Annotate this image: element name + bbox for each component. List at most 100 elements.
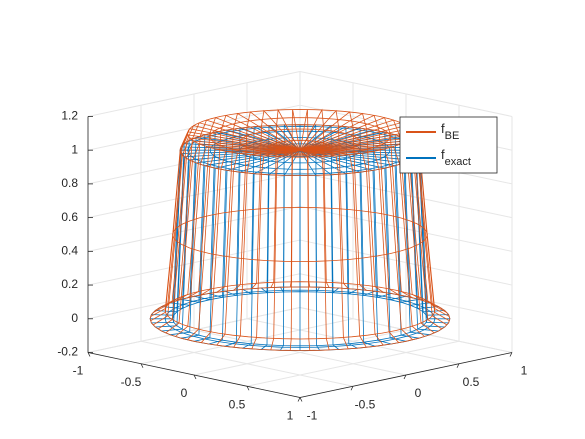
y-tick	[297, 397, 301, 402]
grid-line	[87, 104, 301, 151]
mesh-spoke	[280, 149, 301, 351]
mesh-spoke	[216, 149, 301, 346]
mesh-spoke	[299, 149, 400, 343]
mesh-spoke	[299, 149, 340, 350]
y-tick	[456, 363, 460, 368]
mesh-ring	[209, 117, 391, 157]
mesh-spoke	[299, 112, 384, 293]
x-tick-label: -0.5	[121, 375, 142, 389]
mesh-spoke	[165, 122, 301, 306]
mesh-spoke	[270, 149, 301, 351]
grid-line	[299, 307, 513, 353]
mesh-spoke	[299, 149, 330, 351]
mesh-spoke	[299, 148, 413, 341]
mesh-spoke	[165, 143, 301, 334]
mesh-spoke	[152, 128, 301, 313]
grid-line	[299, 70, 513, 117]
mesh-spoke	[187, 117, 301, 299]
y-tick	[403, 374, 407, 380]
z-tick-label: 0.6	[61, 210, 78, 224]
x-tick	[299, 397, 303, 402]
mesh-spoke	[299, 149, 320, 351]
mesh-spoke	[175, 146, 301, 337]
legend-subscript: exact	[445, 156, 471, 168]
mesh-ring	[172, 206, 428, 262]
y-tick-label: 0.5	[463, 375, 480, 389]
mesh-spoke	[299, 149, 358, 349]
mesh-spoke	[152, 137, 301, 326]
mesh-ring	[239, 128, 361, 155]
mesh-spoke	[299, 146, 425, 337]
legend-name: f	[441, 121, 445, 136]
grid-line	[246, 318, 460, 365]
mesh-spoke	[299, 149, 376, 347]
legend-box	[399, 116, 498, 174]
x-tick	[246, 386, 250, 391]
z-tick-label: 1.2	[61, 109, 78, 123]
mesh-spoke	[299, 149, 384, 346]
mesh-spoke	[200, 149, 301, 343]
mesh-spoke	[299, 119, 425, 302]
mesh-spoke	[299, 111, 367, 291]
mesh-spoke	[299, 109, 349, 289]
mesh-spoke	[299, 149, 349, 350]
legend-label: fexact	[441, 147, 471, 167]
mesh-spoke	[251, 109, 301, 289]
y-tick	[509, 352, 513, 357]
mesh-spoke	[157, 125, 301, 309]
z-tick-label: 0	[71, 311, 78, 325]
mesh-spoke	[224, 127, 301, 296]
mesh-spoke	[216, 112, 301, 293]
grid-line	[193, 329, 407, 376]
mesh-spoke	[260, 124, 301, 294]
mesh-spoke	[233, 149, 301, 348]
mesh-spoke	[299, 124, 340, 294]
mesh-spoke	[233, 111, 301, 291]
mesh-spoke	[260, 149, 301, 350]
mesh-spoke	[224, 149, 301, 347]
x-tick-label: -1	[73, 364, 84, 378]
x-tick	[87, 352, 91, 357]
mesh-spoke	[200, 114, 301, 296]
y-tick-label: 1	[521, 364, 528, 378]
z-tick-label: 1	[71, 142, 78, 156]
mesh-spoke	[242, 149, 301, 349]
mesh-ring	[149, 286, 451, 352]
grid-line	[87, 239, 301, 286]
mesh-spoke	[251, 149, 301, 350]
x-tick	[193, 374, 197, 380]
y-tick-label: -0.5	[355, 397, 376, 411]
legend-subscript: BE	[445, 130, 460, 142]
series	[149, 108, 451, 352]
y-tick-label: -1	[307, 409, 318, 423]
mesh-spoke	[150, 134, 301, 322]
mesh-spoke	[299, 117, 413, 299]
y-tick	[350, 386, 354, 391]
mesh-spoke	[175, 119, 301, 302]
grid-line	[87, 70, 301, 117]
mesh-spoke	[270, 108, 301, 288]
mesh-spoke	[299, 114, 400, 296]
grid-line	[140, 340, 354, 387]
mesh-spoke	[187, 148, 301, 341]
y-tick-label: 0	[415, 386, 422, 400]
axes: -1 -0.5 0 0.5 1 -1 -0.5 0 0.5 1 -0.2 0 0.2 0.4 0.6 0.8 1…	[57, 109, 527, 423]
x-tick	[140, 363, 144, 368]
mesh-spoke	[299, 149, 367, 348]
mesh-spoke	[157, 140, 301, 330]
x-tick-label: 1	[287, 409, 294, 423]
legend-name: f	[441, 147, 445, 162]
grid-line	[299, 239, 513, 286]
x-tick-label: 0	[181, 386, 188, 400]
legend-label: fBE	[441, 121, 459, 141]
mesh-spoke	[299, 127, 376, 296]
z-tick-label: 0.8	[61, 176, 78, 190]
z-tick-label: 0.4	[61, 244, 78, 258]
mesh-spoke	[299, 149, 311, 351]
mesh-spoke	[289, 149, 301, 351]
grid-line	[87, 307, 301, 353]
z-tick-label: -0.2	[57, 345, 78, 359]
x-tick-label: 0.5	[229, 397, 246, 411]
